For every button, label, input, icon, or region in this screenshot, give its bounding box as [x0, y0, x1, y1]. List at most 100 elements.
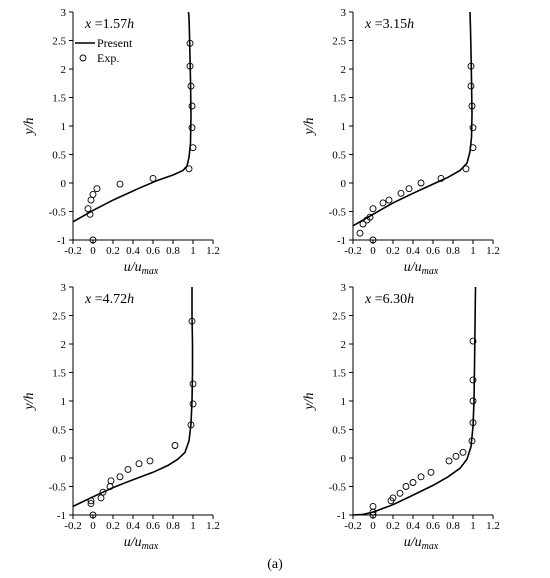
series-line-present [352, 286, 477, 516]
figure-caption: (a) [267, 557, 283, 572]
y-tick-label: 2 [61, 339, 67, 351]
x-tick-label: 1 [470, 520, 476, 532]
data-point-exp [469, 397, 477, 405]
series-line-present [72, 287, 194, 508]
data-point-exp [385, 196, 393, 204]
legend-label-present: Present [97, 36, 133, 50]
y-tick-label: 1.5 [52, 93, 66, 105]
panel-label: x =6.30h [364, 292, 414, 307]
data-point-exp [397, 189, 405, 197]
x-tick-label: 0 [370, 245, 376, 257]
x-tick-label: 0.6 [426, 245, 440, 257]
data-point-exp [189, 380, 197, 388]
data-point-exp [468, 437, 476, 445]
data-point-exp [107, 477, 115, 485]
data-point-exp [389, 494, 397, 502]
y-axis-label: y/h [302, 117, 317, 136]
y-tick-label: 3 [61, 7, 67, 19]
x-tick-label: 0.4 [126, 520, 140, 532]
y-tick-label: -1 [337, 235, 346, 247]
data-point-exp [405, 185, 413, 193]
data-point-exp [469, 376, 477, 384]
data-point-exp [369, 511, 377, 519]
x-tick-label: 0.8 [446, 245, 460, 257]
x-tick-label: 0.4 [126, 245, 140, 257]
data-point-exp [89, 190, 97, 198]
data-point-exp [189, 144, 197, 152]
data-point-exp [189, 400, 197, 408]
y-tick-label: 3 [341, 7, 347, 19]
x-tick-label: 1.2 [486, 520, 500, 532]
x-tick-label: 1 [190, 520, 196, 532]
data-point-exp [396, 489, 404, 497]
x-tick-label: 0.4 [406, 245, 420, 257]
x-tick-label: 0.8 [166, 520, 180, 532]
x-tick-label: 1.2 [206, 520, 220, 532]
data-point-exp [187, 82, 195, 90]
x-tick-label: 0.2 [386, 245, 400, 257]
y-tick-label: -0.5 [49, 482, 67, 494]
data-point-exp [116, 180, 124, 188]
data-point-exp [467, 62, 475, 70]
data-point-exp [467, 82, 475, 90]
y-tick-label: 2 [61, 64, 67, 76]
data-point-exp [369, 205, 377, 213]
x-tick-label: 0 [90, 520, 96, 532]
y-tick-label: 1.5 [332, 368, 346, 380]
data-point-exp [469, 419, 477, 427]
x-tick-label: 0.4 [406, 520, 420, 532]
y-tick-label: -0.5 [329, 207, 347, 219]
y-tick-label: -1 [57, 235, 66, 247]
data-point-exp [445, 457, 453, 465]
data-point-exp [171, 442, 179, 449]
panel-label: x =1.57h [84, 17, 134, 32]
data-point-exp [87, 500, 95, 508]
data-point-exp [469, 337, 477, 345]
y-tick-label: 0 [61, 178, 67, 190]
data-point-exp [186, 39, 194, 47]
data-point-exp [87, 497, 95, 505]
y-tick-label: 2.5 [332, 311, 346, 323]
x-tick-label: 0.2 [106, 520, 120, 532]
x-tick-label: -0.2 [344, 245, 361, 257]
data-point-exp [89, 236, 97, 244]
x-tick-label: 1.2 [486, 245, 500, 257]
data-point-exp [402, 483, 410, 490]
data-point-exp [149, 174, 157, 182]
y-axis-label: y/h [22, 117, 37, 136]
y-tick-label: 1 [61, 396, 67, 408]
y-tick-label: 1 [61, 121, 67, 133]
y-tick-label: 2 [341, 339, 347, 351]
x-axis-label: u/umax [404, 260, 439, 277]
data-point-exp [116, 473, 124, 481]
x-axis-label: u/umax [404, 535, 439, 552]
x-tick-label: 0.2 [106, 245, 120, 257]
data-point-exp [409, 479, 417, 486]
data-point-exp [452, 452, 460, 460]
data-point-exp [86, 210, 94, 218]
data-point-exp [185, 165, 193, 173]
data-point-exp [379, 199, 387, 207]
data-point-exp [124, 465, 132, 473]
data-point-exp [369, 236, 377, 244]
data-point-exp [146, 457, 154, 465]
data-point-exp [469, 124, 477, 132]
series-line-present [352, 11, 473, 227]
x-tick-label: 0.6 [146, 520, 160, 532]
data-point-exp [187, 421, 195, 429]
y-tick-label: 1 [341, 396, 347, 408]
data-point-exp [188, 102, 196, 110]
y-tick-label: -1 [337, 510, 346, 522]
y-tick-label: 1.5 [332, 93, 346, 105]
x-tick-label: -0.2 [64, 245, 81, 257]
x-tick-label: 0.8 [166, 245, 180, 257]
data-point-exp [427, 468, 435, 476]
data-point-exp [97, 494, 105, 502]
x-tick-label: 0 [90, 245, 96, 257]
x-axis-label: u/umax [124, 535, 159, 552]
chart-panel-3: -0.2 0 0.2 0.4 0.6 0.8 1 1.2 -1 -0.5 0 0.5 1 1.5 2 2.5 3… [22, 282, 220, 552]
x-tick-label: 0.2 [386, 520, 400, 532]
data-point-exp [369, 502, 377, 510]
y-tick-label: 2.5 [52, 311, 66, 323]
